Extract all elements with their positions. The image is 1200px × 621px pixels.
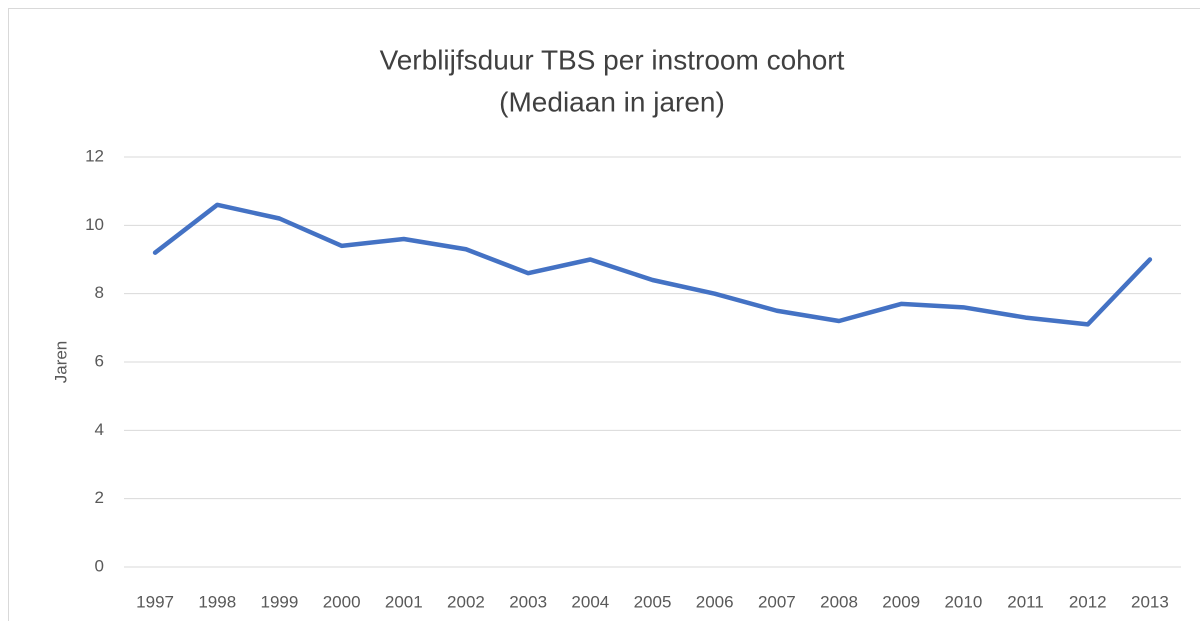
x-tick-label: 2002 (447, 592, 485, 611)
y-tick-label: 10 (85, 215, 104, 234)
chart-subtitle: (Mediaan in jaren) (499, 86, 725, 117)
y-tick-label: 2 (95, 488, 104, 507)
x-tick-label: 2009 (882, 592, 920, 611)
x-tick-label: 2005 (634, 592, 672, 611)
x-tick-label: 2006 (696, 592, 734, 611)
chart-title: Verblijfsduur TBS per instroom cohort (380, 44, 845, 75)
y-tick-label: 0 (95, 556, 104, 575)
y-tick-label: 12 (85, 146, 104, 165)
x-tick-label: 1997 (136, 592, 174, 611)
x-tick-label: 2003 (509, 592, 547, 611)
x-tick-label: 1999 (261, 592, 299, 611)
x-tick-label: 2013 (1131, 592, 1169, 611)
x-tick-label: 2007 (758, 592, 796, 611)
x-tick-label: 1998 (198, 592, 236, 611)
x-tick-label: 2001 (385, 592, 423, 611)
y-tick-label: 4 (95, 420, 104, 439)
y-axis-label: Jaren (51, 341, 70, 384)
y-tick-label: 8 (95, 283, 104, 302)
x-tick-label: 2012 (1069, 592, 1107, 611)
x-tick-label: 2011 (1007, 592, 1044, 611)
line-series (152, 202, 1153, 327)
y-tick-label: 6 (95, 351, 104, 370)
x-tick-label: 2010 (944, 592, 982, 611)
x-tick-label: 2008 (820, 592, 858, 611)
x-tick-label: 2004 (571, 592, 609, 611)
x-tick-label: 2000 (323, 592, 361, 611)
